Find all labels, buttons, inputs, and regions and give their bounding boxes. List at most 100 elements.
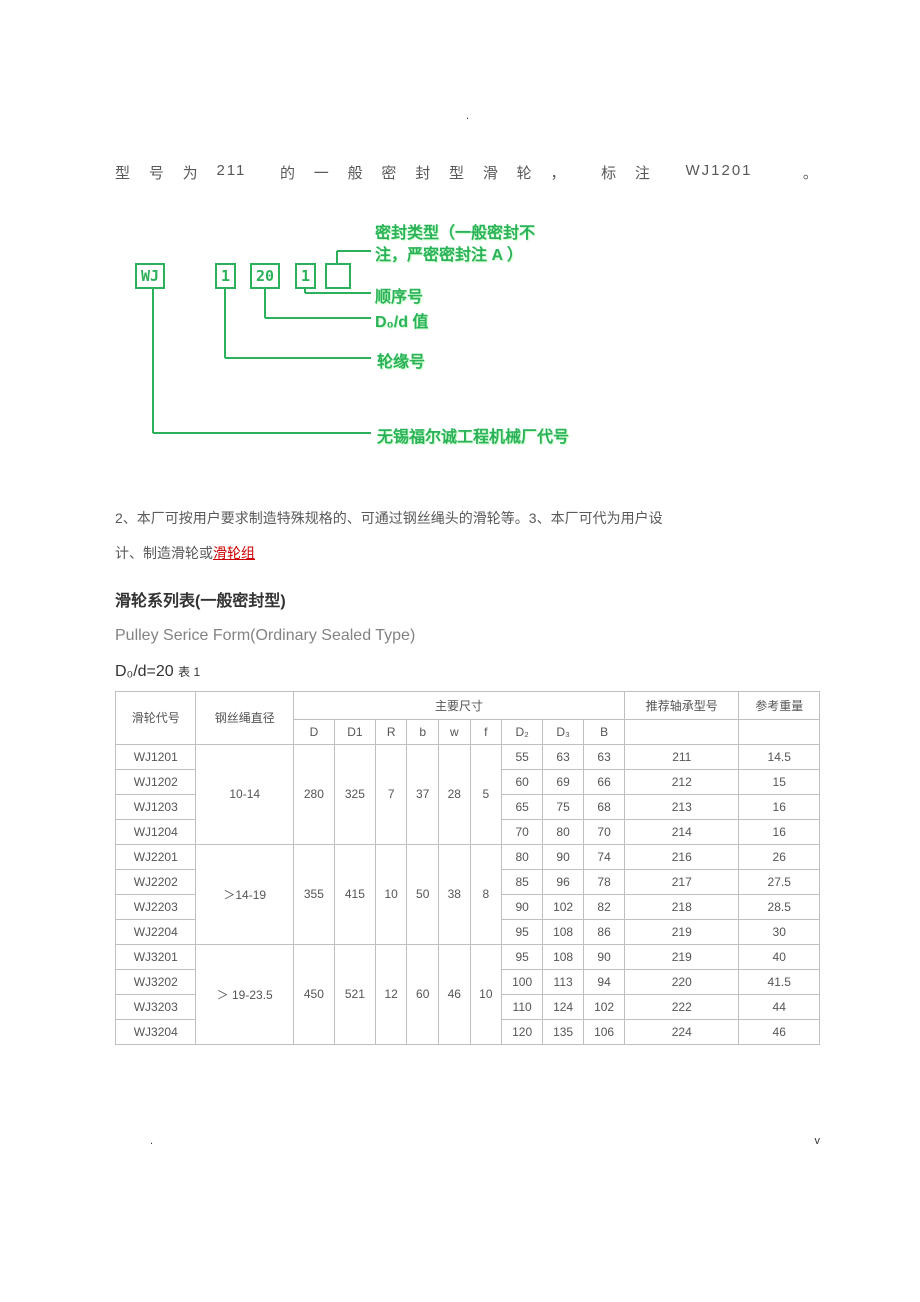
cell-w: 46 (439, 944, 471, 1044)
cell-D3: 102 (543, 894, 584, 919)
code-diagram: WJ 1 20 1 密封类型（一般密封不 注，严密密封注 A ） 顺序号 D₀/… (125, 223, 820, 473)
cell-code: WJ3202 (116, 969, 196, 994)
table-row: WJ3201＞ 19-23.54505211260461095108902194… (116, 944, 820, 969)
cell-weight: 44 (739, 994, 820, 1019)
cell-D1: 325 (334, 744, 375, 844)
cell-D2: 60 (502, 769, 543, 794)
cell-D3: 135 (543, 1019, 584, 1044)
intro-fragment: 211 (216, 162, 246, 183)
cell-B: 70 (584, 819, 625, 844)
cell-B: 82 (584, 894, 625, 919)
cell-bearing: 219 (625, 944, 739, 969)
label-seq: 顺序号 (375, 283, 423, 307)
cell-D3: 80 (543, 819, 584, 844)
cell-D: 355 (293, 844, 334, 944)
cell-weight: 14.5 (739, 744, 820, 769)
intro-fragment: 为 (183, 162, 200, 183)
cell-b: 60 (407, 944, 439, 1044)
cell-D2: 55 (502, 744, 543, 769)
cell-B: 102 (584, 994, 625, 1019)
cell-w: 28 (439, 744, 471, 844)
cell-D3: 63 (543, 744, 584, 769)
cell-rope: ＞14-19 (196, 844, 293, 944)
note-para-2-prefix: 计、制造滑轮或 (115, 545, 213, 561)
cell-D: 450 (293, 944, 334, 1044)
cell-R: 10 (375, 844, 407, 944)
cell-D3: 124 (543, 994, 584, 1019)
page-header-dot: . (115, 110, 820, 122)
cell-weight: 41.5 (739, 969, 820, 994)
th-empty (625, 719, 739, 744)
cell-code: WJ1201 (116, 744, 196, 769)
cell-bearing: 216 (625, 844, 739, 869)
cell-code: WJ3203 (116, 994, 196, 1019)
th-dim: b (407, 719, 439, 744)
cell-weight: 16 (739, 819, 820, 844)
cell-b: 50 (407, 844, 439, 944)
cell-D3: 69 (543, 769, 584, 794)
intro-line: 型号为211的一般密封型滑轮，标注WJ1201。 (115, 162, 820, 183)
cell-D3: 108 (543, 944, 584, 969)
th-dim: f (470, 719, 502, 744)
intro-fragment: 封 (415, 162, 432, 183)
cell-bearing: 222 (625, 994, 739, 1019)
th-bearing: 推荐轴承型号 (625, 691, 739, 719)
cell-B: 94 (584, 969, 625, 994)
section-subheading: Pulley Serice Form(Ordinary Sealed Type) (115, 627, 820, 645)
cell-D3: 113 (543, 969, 584, 994)
pulley-group-link[interactable]: 滑轮组 (213, 545, 255, 561)
cell-code: WJ2202 (116, 869, 196, 894)
th-code: 滑轮代号 (116, 691, 196, 744)
code-box-seq: 1 (295, 263, 316, 289)
cell-D2: 70 (502, 819, 543, 844)
pulley-table: 滑轮代号 钢丝绳直径 主要尺寸 推荐轴承型号 参考重量 DD1RbwfD₂D₃B… (115, 691, 820, 1045)
cell-D1: 521 (334, 944, 375, 1044)
cell-bearing: 218 (625, 894, 739, 919)
cell-D3: 90 (543, 844, 584, 869)
label-flange: 轮缘号 (377, 348, 425, 372)
cell-D2: 100 (502, 969, 543, 994)
cell-B: 78 (584, 869, 625, 894)
footer-right: v (815, 1135, 821, 1147)
th-rope: 钢丝绳直径 (196, 691, 293, 744)
intro-fragment: WJ1201 (685, 162, 752, 183)
cell-code: WJ1202 (116, 769, 196, 794)
cell-B: 90 (584, 944, 625, 969)
intro-fragment: 般 (348, 162, 365, 183)
cell-B: 68 (584, 794, 625, 819)
page-footer: . v (0, 1105, 920, 1147)
intro-fragment: 标 (601, 162, 618, 183)
cell-code: WJ2203 (116, 894, 196, 919)
cell-B: 66 (584, 769, 625, 794)
code-box-flange: 1 (215, 263, 236, 289)
cell-bearing: 224 (625, 1019, 739, 1044)
cell-code: WJ1204 (116, 819, 196, 844)
cell-code: WJ1203 (116, 794, 196, 819)
cell-rope: 10-14 (196, 744, 293, 844)
cell-w: 38 (439, 844, 471, 944)
cell-f: 10 (470, 944, 502, 1044)
section-heading: 滑轮系列表(一般密封型) (115, 587, 820, 611)
intro-fragment: 滑 (483, 162, 500, 183)
label-seal-line2: 注，严密密封注 A ） (375, 247, 523, 264)
cell-code: WJ2204 (116, 919, 196, 944)
cell-D2: 95 (502, 919, 543, 944)
th-empty (739, 719, 820, 744)
cell-weight: 28.5 (739, 894, 820, 919)
intro-fragment: 型 (115, 162, 132, 183)
cell-D2: 110 (502, 994, 543, 1019)
intro-fragment: ， (550, 162, 567, 183)
code-box-seal (325, 263, 351, 289)
label-seal-line1: 密封类型（一般密封不 (375, 225, 535, 242)
cell-bearing: 217 (625, 869, 739, 894)
th-dim: B (584, 719, 625, 744)
th-dim: w (439, 719, 471, 744)
intro-fragment: 注 (635, 162, 652, 183)
cell-D2: 95 (502, 944, 543, 969)
cell-code: WJ2201 (116, 844, 196, 869)
cell-bearing: 212 (625, 769, 739, 794)
cell-R: 7 (375, 744, 407, 844)
cell-D2: 85 (502, 869, 543, 894)
th-dim: D₂ (502, 719, 543, 744)
cell-weight: 40 (739, 944, 820, 969)
